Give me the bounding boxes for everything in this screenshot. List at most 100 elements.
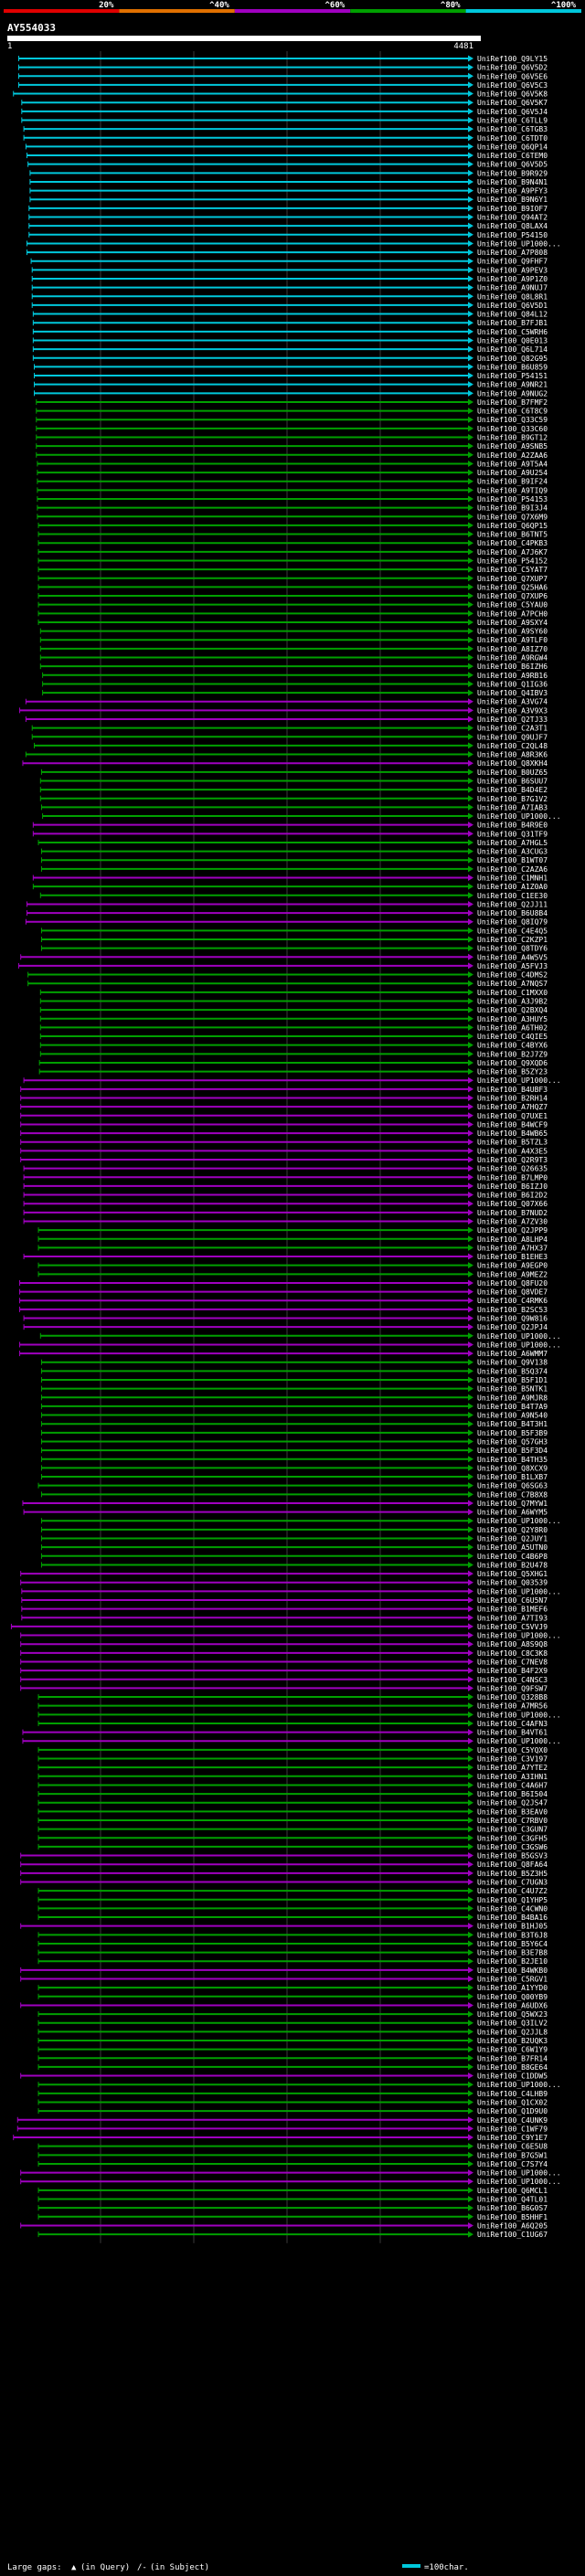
- hit-label[interactable]: UniRef100_A4W5V5: [477, 953, 548, 961]
- hit-label[interactable]: UniRef100_A6Q205: [477, 2221, 548, 2230]
- hit-label[interactable]: UniRef100_P54152: [477, 557, 548, 565]
- hit-label[interactable]: UniRef100_A9MJR8: [477, 1394, 548, 1402]
- hit-label[interactable]: UniRef100_A2ZAA6: [477, 451, 548, 460]
- hit-label[interactable]: UniRef100_B7NUD2: [477, 1209, 548, 1217]
- hit-row[interactable]: UniRef100_Q9LY15: [17, 55, 548, 63]
- hit-row[interactable]: UniRef100_A9SXY4: [37, 619, 548, 627]
- hit-row[interactable]: UniRef100_B4UBF3: [20, 1086, 548, 1094]
- hit-row[interactable]: UniRef100_B5GSV3: [20, 1852, 548, 1860]
- hit-label[interactable]: UniRef100_B4UBF3: [477, 1086, 548, 1094]
- hit-row[interactable]: UniRef100_C4AFN3: [37, 1720, 548, 1728]
- hit-row[interactable]: UniRef100_B6U859: [33, 363, 548, 371]
- hit-label[interactable]: UniRef100_C4DMS2: [477, 971, 548, 980]
- hit-row[interactable]: UniRef100_A8R3K6: [25, 751, 548, 759]
- hit-row[interactable]: UniRef100_Q26635: [23, 1165, 548, 1173]
- hit-label[interactable]: UniRef100_Q7MYW1: [477, 1500, 548, 1508]
- hit-row[interactable]: UniRef100_A3V9X3: [19, 706, 548, 715]
- hit-row[interactable]: UniRef100_UP1000...: [37, 2081, 561, 2089]
- hit-label[interactable]: UniRef100_C3GSW6: [477, 1843, 548, 1851]
- hit-label[interactable]: UniRef100_Q7X6M9: [477, 513, 548, 521]
- hit-row[interactable]: UniRef100_UP1000...: [23, 1076, 561, 1085]
- hit-label[interactable]: UniRef100_C4QIE5: [477, 1033, 548, 1041]
- hit-row[interactable]: UniRef100_A9N540: [40, 1412, 548, 1420]
- hit-row[interactable]: UniRef100_Q00YB9: [37, 1993, 548, 2001]
- hit-label[interactable]: UniRef100_B7FMF2: [477, 398, 548, 407]
- hit-row[interactable]: UniRef100_C1EE30: [39, 892, 548, 900]
- hit-label[interactable]: UniRef100_B7FJB1: [477, 319, 548, 327]
- hit-row[interactable]: UniRef100_C4QIE5: [39, 1033, 548, 1041]
- hit-label[interactable]: UniRef100_B5TZL3: [477, 1139, 548, 1147]
- hit-row[interactable]: UniRef100_Q6SG63: [37, 1482, 548, 1490]
- hit-row[interactable]: UniRef100_C6U5N7: [21, 1596, 548, 1605]
- hit-label[interactable]: UniRef100_P54151: [477, 372, 548, 380]
- hit-label[interactable]: UniRef100_C1MXX0: [477, 989, 548, 997]
- hit-row[interactable]: UniRef100_A9EGP0: [37, 1262, 548, 1270]
- hit-row[interactable]: UniRef100_C4U7Z2: [37, 1887, 548, 1895]
- hit-row[interactable]: UniRef100_A9T5A4: [37, 460, 548, 468]
- hit-row[interactable]: UniRef100_A9SY60: [39, 628, 548, 636]
- hit-label[interactable]: UniRef100_Q7UXE1: [477, 1112, 548, 1120]
- hit-label[interactable]: UniRef100_B4BA16: [477, 1913, 548, 1922]
- hit-row[interactable]: UniRef100_C5YAT7: [37, 566, 548, 574]
- hit-label[interactable]: UniRef100_B4F2X9: [477, 1667, 548, 1675]
- hit-label[interactable]: UniRef100_C4U7Z2: [477, 1887, 548, 1895]
- hit-row[interactable]: UniRef100_B5Q374: [40, 1367, 548, 1375]
- hit-label[interactable]: UniRef100_A9PEV3: [477, 266, 548, 274]
- hit-row[interactable]: UniRef100_B9N6Y1: [29, 196, 548, 204]
- hit-row[interactable]: UniRef100_A6Q205: [20, 2221, 548, 2230]
- hit-label[interactable]: UniRef100_UP1000...: [477, 1341, 561, 1349]
- hit-row[interactable]: UniRef100_Q9V138: [40, 1359, 548, 1367]
- hit-row[interactable]: UniRef100_Q9FSW7: [20, 1684, 548, 1692]
- hit-label[interactable]: UniRef100_B9IF24: [477, 478, 548, 486]
- hit-label[interactable]: UniRef100_B4T3H1: [477, 1420, 548, 1428]
- hit-row[interactable]: UniRef100_B2U478: [40, 1561, 548, 1569]
- hit-row[interactable]: UniRef100_Q07X66: [23, 1200, 548, 1208]
- hit-row[interactable]: UniRef100_B4BA16: [37, 1913, 548, 1922]
- hit-row[interactable]: UniRef100_A7J6K7: [37, 548, 548, 557]
- hit-row[interactable]: UniRef100_B2UQK3: [37, 2037, 548, 2045]
- hit-row[interactable]: UniRef100_B0UZ65: [40, 769, 548, 777]
- hit-row[interactable]: UniRef100_C1MNH1: [32, 875, 548, 883]
- hit-label[interactable]: UniRef100_C5RGV1: [477, 1976, 548, 1984]
- hit-row[interactable]: UniRef100_B7FMF2: [36, 398, 548, 407]
- hit-label[interactable]: UniRef100_C2QL48: [477, 742, 548, 750]
- hit-row[interactable]: UniRef100_A9NR21: [33, 381, 548, 389]
- hit-label[interactable]: UniRef100_A7YTE2: [477, 1764, 548, 1772]
- hit-label[interactable]: UniRef100_Q8LAX4: [477, 222, 548, 230]
- hit-row[interactable]: UniRef100_A8IZ70: [39, 645, 548, 653]
- hit-row[interactable]: UniRef100_Q8IQ79: [25, 918, 548, 927]
- hit-label[interactable]: UniRef100_A9NUG2: [477, 389, 548, 398]
- hit-row[interactable]: UniRef100_A4X3E5: [20, 1147, 548, 1155]
- hit-label[interactable]: UniRef100_B5Z3H5: [477, 1870, 548, 1878]
- hit-label[interactable]: UniRef100_B6I2D2: [477, 1192, 548, 1200]
- hit-label[interactable]: UniRef100_C9Y1E7: [477, 2134, 548, 2142]
- hit-row[interactable]: UniRef100_Q7MYW1: [22, 1500, 548, 1508]
- hit-row[interactable]: UniRef100_C4A6H7: [37, 1781, 548, 1789]
- hit-row[interactable]: UniRef100_B5F3B9: [40, 1429, 548, 1437]
- hit-row[interactable]: UniRef100_C5WRH6: [32, 328, 548, 336]
- hit-row[interactable]: UniRef100_B4WCF9: [20, 1120, 548, 1129]
- hit-row[interactable]: UniRef100_Q8L8R1: [31, 292, 548, 301]
- hit-row[interactable]: UniRef100_C4E4Q5: [40, 927, 548, 935]
- hit-row[interactable]: UniRef100_B2J7Z9: [39, 1050, 548, 1058]
- hit-row[interactable]: UniRef100_Q33C59: [36, 416, 548, 424]
- hit-row[interactable]: UniRef100_Q6V5D5: [27, 161, 548, 169]
- hit-row[interactable]: UniRef100_Q8XKH4: [22, 759, 548, 768]
- hit-label[interactable]: UniRef100_UP1000...: [477, 2081, 561, 2089]
- hit-row[interactable]: UniRef100_A9TLF0: [39, 636, 548, 644]
- hit-row[interactable]: UniRef100_A9RB16: [42, 672, 548, 680]
- hit-label[interactable]: UniRef100_Q2JJ11: [477, 900, 548, 908]
- hit-label[interactable]: UniRef100_C2A3T1: [477, 725, 548, 733]
- hit-row[interactable]: UniRef100_C3GSW6: [37, 1843, 548, 1851]
- hit-row[interactable]: UniRef100_C1DDW5: [20, 2072, 548, 2081]
- hit-row[interactable]: UniRef100_Q9W816: [23, 1315, 548, 1323]
- hit-label[interactable]: UniRef100_A8LHP4: [477, 1235, 548, 1244]
- hit-row[interactable]: UniRef100_Q57GH3: [40, 1437, 548, 1446]
- hit-row[interactable]: UniRef100_Q2TJ33: [25, 716, 548, 724]
- hit-row[interactable]: UniRef100_B6SUU7: [39, 777, 548, 785]
- hit-label[interactable]: UniRef100_A9NUJ7: [477, 284, 548, 292]
- hit-label[interactable]: UniRef100_Q0E013: [477, 336, 548, 345]
- hit-label[interactable]: UniRef100_A7HX37: [477, 1244, 548, 1252]
- hit-row[interactable]: UniRef100_B8GE64: [37, 2063, 548, 2072]
- hit-row[interactable]: UniRef100_A8LHP4: [37, 1235, 548, 1244]
